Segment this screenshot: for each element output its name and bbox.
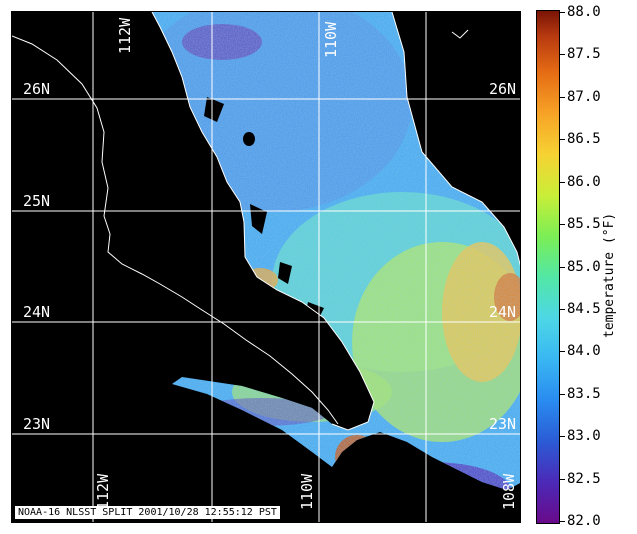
colorbar-tick-label: 88.0 <box>567 4 601 20</box>
colorbar-tick-label: 87.0 <box>567 89 601 105</box>
colorbar-tick-label: 85.0 <box>567 259 601 275</box>
colorbar-tick-label: 85.5 <box>567 216 601 232</box>
colorbar-tick-mark <box>560 12 565 13</box>
lat-label-26n-right: 26N <box>489 80 517 98</box>
sst-map: 26N 25N 24N 23N 26N 24N 23N 112W 110W 11… <box>11 11 521 523</box>
lon-label-112w-top: 112W <box>116 17 134 54</box>
colorbar-tick-mark <box>560 54 565 55</box>
colorbar-tick-mark <box>560 521 565 522</box>
colorbar-tick-mark <box>560 436 565 437</box>
colorbar-tick-label: 84.5 <box>567 301 601 317</box>
colorbar-tick-label: 87.5 <box>567 46 601 62</box>
colorbar-tick-mark <box>560 394 565 395</box>
lat-label-24n-left: 24N <box>23 303 51 321</box>
lat-lon-grid <box>12 12 520 522</box>
lat-label-23n-right: 23N <box>489 415 517 433</box>
lon-label-110w-top: 110W <box>322 21 340 58</box>
lon-label-108w-bottom: 108W <box>500 473 518 510</box>
colorbar-tick-mark <box>560 309 565 310</box>
colorbar-tick-mark <box>560 182 565 183</box>
colorbar-tick-label: 86.0 <box>567 174 601 190</box>
sea-surface-temperature-field <box>12 12 520 522</box>
colorbar-tick-mark <box>560 267 565 268</box>
image-caption: NOAA-16 NLSST SPLIT 2001/10/28 12:55:12 … <box>15 506 280 519</box>
lat-label-23n-left: 23N <box>23 415 51 433</box>
colorbar-tick-mark <box>560 351 565 352</box>
lat-label-24n-right: 24N <box>489 303 517 321</box>
colorbar-tick-mark <box>560 139 565 140</box>
colorbar-title: temperature (°F) <box>602 212 617 338</box>
colorbar-tick-mark <box>560 224 565 225</box>
lat-label-26n-left: 26N <box>23 80 51 98</box>
colorbar-tick-label: 82.5 <box>567 471 601 487</box>
colorbar-tick-mark <box>560 479 565 480</box>
colorbar-tick-label: 83.0 <box>567 428 601 444</box>
temperature-colorbar <box>536 10 560 524</box>
colorbar-tick-label: 86.5 <box>567 131 601 147</box>
colorbar-tick-label: 83.5 <box>567 386 601 402</box>
coastline <box>12 12 520 431</box>
lon-label-110w-bottom: 110W <box>298 473 316 510</box>
colorbar-tick-label: 84.0 <box>567 343 601 359</box>
lon-label-112w-bottom: 112W <box>94 473 112 510</box>
lat-label-25n-left: 25N <box>23 192 51 210</box>
colorbar-tick-mark <box>560 97 565 98</box>
colorbar-tick-label: 82.0 <box>567 513 601 529</box>
sst-map-graphic <box>12 12 520 522</box>
